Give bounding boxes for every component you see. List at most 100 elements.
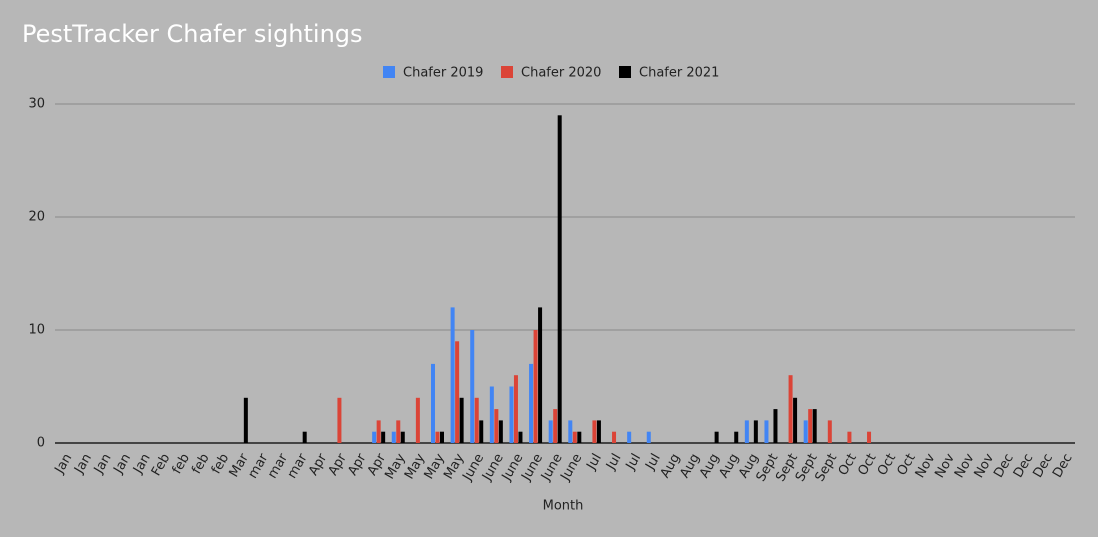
bar bbox=[812, 409, 817, 443]
bar bbox=[489, 386, 494, 443]
bar bbox=[788, 375, 793, 443]
x-tick-label: Aug bbox=[658, 451, 684, 480]
bar bbox=[391, 431, 396, 443]
bar bbox=[415, 397, 420, 443]
bar bbox=[548, 420, 553, 443]
bar bbox=[847, 431, 852, 443]
bar bbox=[372, 431, 377, 443]
x-tick-label: Dec bbox=[991, 451, 1017, 480]
bar bbox=[612, 431, 617, 443]
y-tick-label: 30 bbox=[28, 97, 45, 112]
legend-label: Chafer 2020 bbox=[521, 66, 601, 81]
bar bbox=[376, 420, 381, 443]
bar bbox=[592, 420, 597, 443]
bar bbox=[400, 431, 405, 443]
x-tick-label: Nov bbox=[913, 451, 939, 481]
bar bbox=[714, 431, 719, 443]
bar bbox=[808, 409, 813, 443]
x-tick-label: Dec bbox=[1031, 451, 1057, 480]
y-tick-label: 20 bbox=[28, 210, 45, 225]
bar bbox=[337, 397, 342, 443]
x-tick-label: June bbox=[558, 451, 586, 484]
x-tick-label: Jan bbox=[111, 451, 135, 477]
bar bbox=[596, 420, 601, 443]
x-tick-label: mar bbox=[285, 451, 311, 482]
x-tick-label: June bbox=[518, 451, 546, 484]
bar bbox=[381, 431, 386, 443]
x-tick-label: Nov bbox=[952, 451, 978, 481]
x-tick-label: June bbox=[479, 451, 507, 484]
x-tick-label: mar bbox=[265, 451, 291, 482]
bar bbox=[474, 397, 479, 443]
bar bbox=[479, 420, 484, 443]
x-tick-label: Jul bbox=[642, 451, 663, 473]
bar bbox=[498, 420, 503, 443]
bar bbox=[513, 375, 518, 443]
bar bbox=[509, 386, 514, 443]
bar bbox=[827, 420, 832, 443]
x-tick-label: Jan bbox=[52, 451, 76, 477]
x-tick-label: Aug bbox=[697, 451, 723, 480]
bar bbox=[440, 431, 444, 443]
chart-title: PestTracker Chafer sightings bbox=[22, 20, 363, 48]
bar bbox=[568, 420, 573, 443]
bar bbox=[455, 341, 460, 443]
x-tick-label: Oct bbox=[836, 451, 860, 478]
legend-label: Chafer 2021 bbox=[639, 66, 719, 81]
bar bbox=[450, 307, 455, 443]
x-tick-label: Dec bbox=[1011, 451, 1037, 480]
bar bbox=[470, 330, 475, 443]
bar bbox=[431, 363, 435, 443]
bar bbox=[553, 409, 558, 443]
x-tick-label: June bbox=[538, 451, 566, 484]
x-tick-label: Apr bbox=[306, 451, 331, 479]
bar bbox=[529, 363, 534, 443]
x-axis-title: Month bbox=[543, 499, 584, 514]
x-tick-label: Apr bbox=[326, 451, 351, 479]
y-tick-label: 10 bbox=[28, 323, 45, 338]
x-tick-label: Jul bbox=[584, 451, 605, 473]
bar bbox=[459, 397, 464, 443]
x-tick-label: feb bbox=[170, 451, 193, 477]
bar bbox=[557, 115, 562, 444]
x-tick-label: Feb bbox=[149, 451, 174, 478]
x-tick-label: Jul bbox=[623, 451, 644, 473]
bar bbox=[577, 431, 582, 443]
x-tick-label: June bbox=[499, 451, 527, 484]
x-tick-label: mar bbox=[245, 451, 271, 482]
x-tick-label: Jan bbox=[91, 451, 115, 477]
bar bbox=[803, 420, 808, 443]
bar bbox=[867, 431, 872, 443]
bar bbox=[302, 431, 307, 443]
bar bbox=[627, 431, 632, 443]
legend-swatch bbox=[619, 66, 631, 78]
x-tick-label: Sept bbox=[813, 451, 841, 484]
x-tick-label: Oct bbox=[875, 451, 899, 478]
x-tick-label: Aug bbox=[717, 451, 743, 480]
bar bbox=[773, 409, 778, 443]
bar bbox=[753, 420, 758, 443]
x-tick-label: Aug bbox=[677, 451, 703, 480]
bar bbox=[494, 409, 499, 443]
bar bbox=[793, 397, 798, 443]
bar bbox=[572, 431, 577, 443]
bar bbox=[518, 431, 523, 443]
legend-label: Chafer 2019 bbox=[403, 66, 483, 81]
x-tick-label: Apr bbox=[345, 451, 370, 479]
x-tick-label: Nov bbox=[972, 451, 998, 481]
x-tick-label: Jul bbox=[603, 451, 624, 473]
bar bbox=[396, 420, 401, 443]
bar bbox=[744, 420, 749, 443]
bar bbox=[538, 307, 543, 443]
bar bbox=[764, 420, 769, 443]
x-tick-label: June bbox=[460, 451, 488, 484]
bar bbox=[734, 431, 739, 443]
bar bbox=[646, 431, 651, 443]
x-tick-label: Jan bbox=[71, 451, 95, 477]
x-tick-label: Oct bbox=[855, 451, 879, 478]
bar bbox=[435, 431, 440, 443]
legend: Chafer 2019 Chafer 2020 Chafer 2021 bbox=[383, 66, 719, 81]
x-tick-label: Nov bbox=[932, 451, 958, 481]
legend-swatch bbox=[383, 66, 395, 78]
